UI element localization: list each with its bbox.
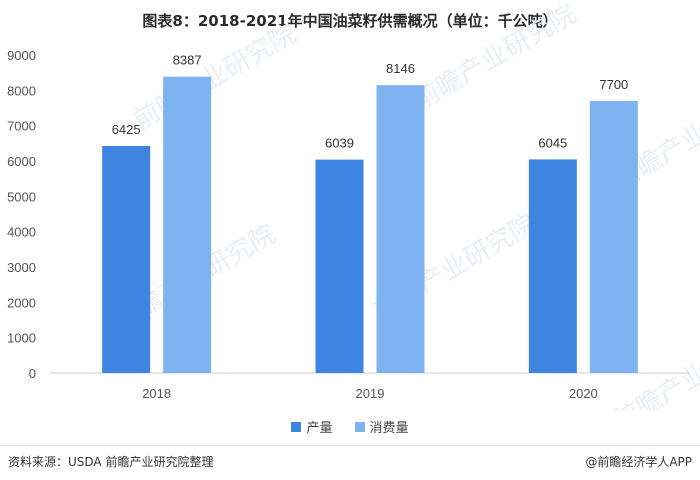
bar-consumption-2018 bbox=[163, 76, 212, 373]
bar-production-2018 bbox=[102, 145, 151, 373]
x-tick-label: 2020 bbox=[569, 386, 598, 401]
y-tick-label: 7000 bbox=[7, 119, 36, 134]
bar-production-2019 bbox=[315, 159, 364, 373]
y-tick-label: 5000 bbox=[7, 189, 36, 204]
data-label: 6045 bbox=[538, 135, 567, 150]
data-label: 7700 bbox=[599, 77, 628, 92]
y-tick-label: 8000 bbox=[7, 83, 36, 98]
watermark-text: 前瞻产业研究院 bbox=[129, 19, 302, 136]
data-labels: 6425 8387 6039 8146 6045 7700 bbox=[112, 53, 629, 151]
legend-label-production: 产量 bbox=[306, 421, 333, 436]
bar-production-2020 bbox=[528, 159, 577, 373]
legend-swatch-production bbox=[291, 421, 302, 432]
data-label: 6425 bbox=[112, 122, 141, 137]
data-label: 8387 bbox=[173, 53, 202, 68]
brand-credit: @前瞻经济学人APP bbox=[585, 455, 692, 469]
watermark-text: 前瞻产业研究院 bbox=[409, 0, 582, 116]
footer-divider bbox=[0, 445, 700, 446]
legend-item-consumption: 消费量 bbox=[354, 417, 409, 436]
bars bbox=[102, 76, 638, 373]
bar-consumption-2020 bbox=[589, 100, 638, 373]
data-label: 6039 bbox=[325, 136, 354, 151]
x-tick-label: 2019 bbox=[356, 386, 385, 401]
y-axis: 0 1000 2000 3000 4000 5000 6000 7000 8000 9000 bbox=[7, 48, 36, 381]
bar-chart: 前瞻产业研究院前瞻产业研究院前瞻产业研究院前瞻产业研究院前瞻产业研究院前瞻产业研… bbox=[7, 0, 700, 410]
y-tick-label: 4000 bbox=[7, 225, 36, 240]
source-note: 资料来源：USDA 前瞻产业研究院整理 bbox=[8, 455, 214, 469]
y-tick-label: 6000 bbox=[7, 154, 36, 169]
data-label: 8146 bbox=[386, 61, 415, 76]
bar-consumption-2019 bbox=[376, 85, 425, 373]
legend-item-production: 产量 bbox=[291, 417, 333, 436]
y-tick-label: 2000 bbox=[7, 295, 36, 310]
legend-swatch-consumption bbox=[354, 421, 365, 432]
legend-label-consumption: 消费量 bbox=[369, 421, 409, 436]
y-tick-label: 3000 bbox=[7, 260, 36, 275]
x-tick-label: 2018 bbox=[142, 386, 171, 401]
y-tick-label: 9000 bbox=[7, 48, 36, 63]
x-tick-labels: 2018 2019 2020 bbox=[142, 386, 598, 401]
y-tick-label: 0 bbox=[29, 366, 36, 381]
y-tick-label: 1000 bbox=[7, 331, 36, 346]
legend: 产量 消费量 bbox=[0, 417, 700, 436]
chart-title: 图表8：2018-2021年中国油菜籽供需概况（单位：千公吨） bbox=[142, 12, 558, 30]
